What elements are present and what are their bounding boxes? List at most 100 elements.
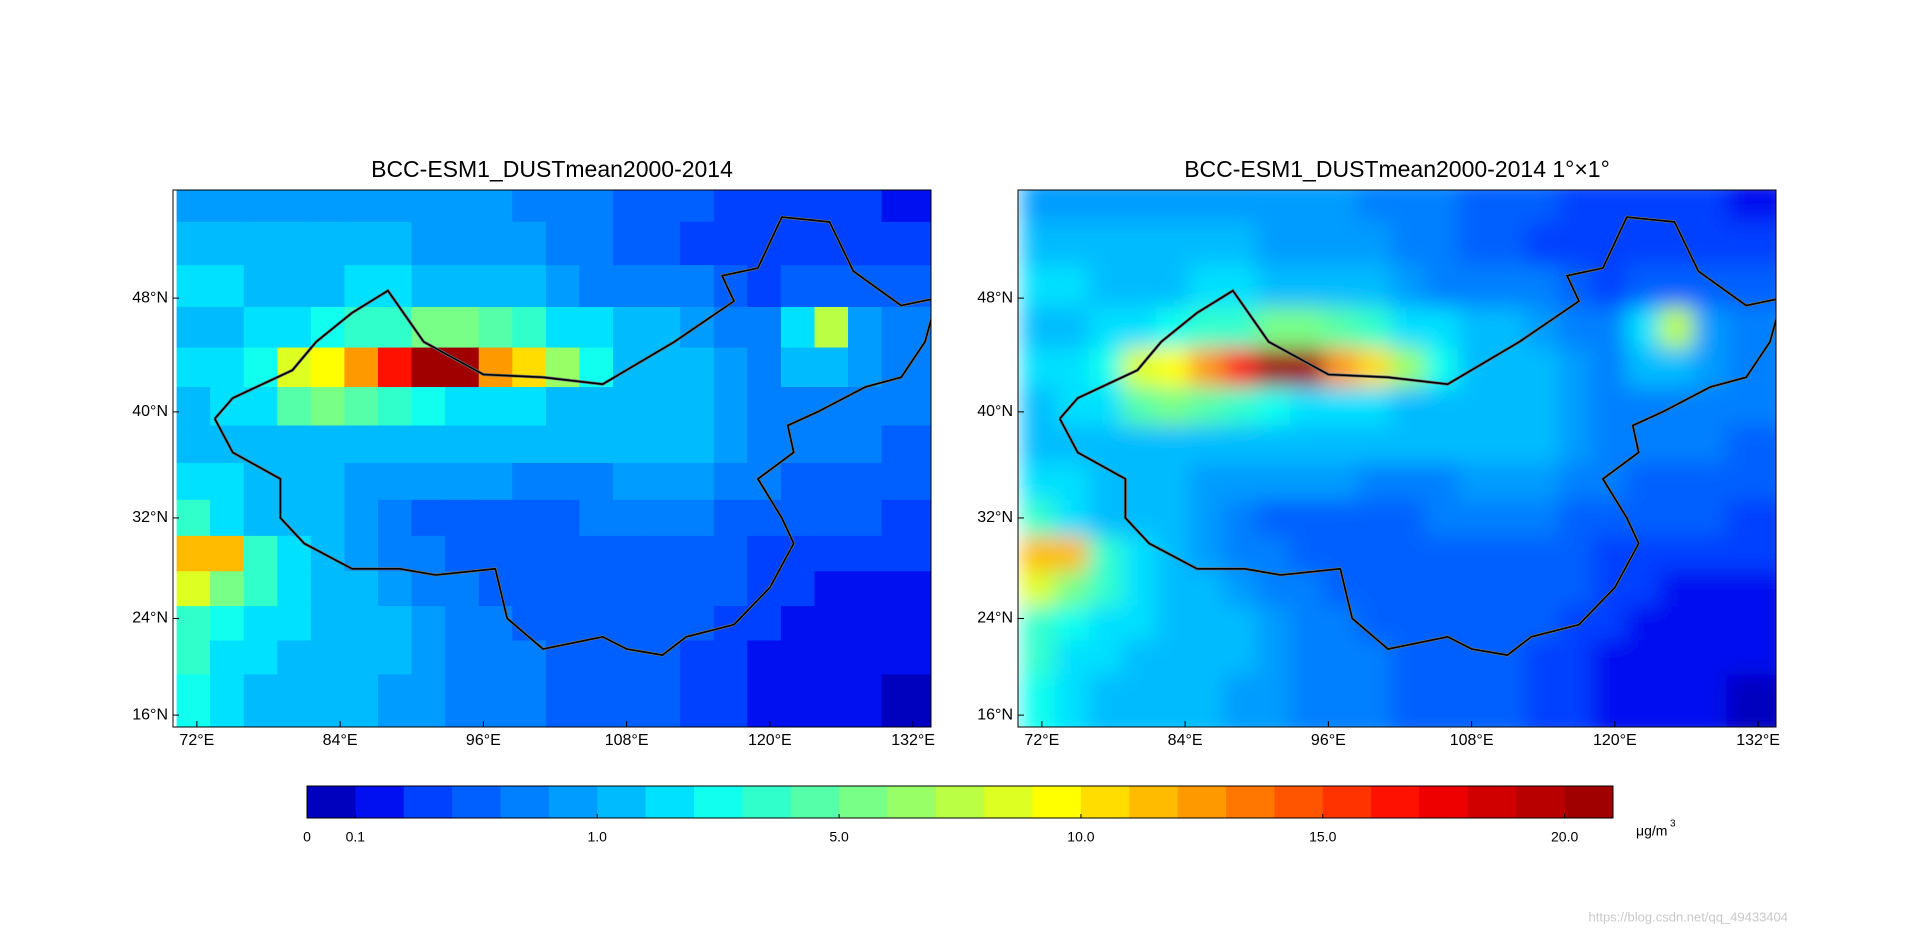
- grid-cell: [1021, 606, 1056, 642]
- grid-cell: [1760, 387, 1776, 427]
- grid-cell: [1458, 463, 1493, 501]
- grid-cell: [277, 463, 312, 501]
- grid-cell: [1390, 535, 1426, 572]
- grid-cell: [545, 535, 581, 572]
- grid-cell: [1290, 306, 1325, 349]
- grid-cell: [1390, 499, 1426, 537]
- grid-cell: [1021, 499, 1056, 537]
- grid-cell: [176, 606, 211, 642]
- grid-cell: [747, 606, 782, 642]
- grid-cell: [310, 265, 346, 308]
- grid-cell: [243, 606, 278, 642]
- grid-cell: [378, 306, 413, 349]
- grid-cell: [1290, 535, 1325, 572]
- grid-cell: [915, 640, 931, 676]
- grid-cell: [1223, 387, 1258, 427]
- grid-cell: [780, 265, 816, 308]
- grid-cell: [176, 347, 211, 388]
- grid-cell: [378, 674, 413, 709]
- grid-cell: [881, 707, 916, 727]
- grid-cell: [1290, 221, 1325, 266]
- grid-cell: [1122, 640, 1157, 676]
- grid-cell: [210, 190, 245, 223]
- grid-cell: [1088, 535, 1123, 572]
- grid-cell: [176, 387, 211, 427]
- grid-cell: [277, 387, 312, 427]
- grid-cell: [1558, 425, 1593, 464]
- grid-cell: [1021, 640, 1056, 676]
- grid-cell: [1357, 190, 1392, 223]
- grid-cell: [1055, 707, 1090, 727]
- grid-cell: [1055, 499, 1090, 537]
- grid-cell: [713, 347, 748, 388]
- grid-cell: [1424, 535, 1459, 572]
- grid-cell: [1323, 640, 1358, 676]
- grid-cell: [277, 571, 312, 607]
- grid-cell: [210, 571, 245, 607]
- grid-cell: [1122, 606, 1157, 642]
- grid-cell: [1290, 387, 1325, 427]
- colorbar-segment: [693, 786, 743, 818]
- grid-cell: [1625, 265, 1661, 308]
- grid-cell: [1592, 190, 1627, 223]
- grid-cell: [1357, 499, 1392, 537]
- grid-cell: [814, 347, 849, 388]
- grid-cell: [210, 707, 245, 727]
- grid-cell: [512, 535, 547, 572]
- grid-cell: [445, 306, 480, 349]
- grid-cell: [1625, 190, 1661, 223]
- grid-cell: [814, 674, 849, 709]
- grid-cell: [1189, 463, 1224, 501]
- frame: [172, 189, 932, 728]
- grid-cell: [1525, 571, 1560, 607]
- grid-cell: [1491, 463, 1526, 501]
- grid-cell: [1458, 425, 1493, 464]
- grid-cell: [848, 499, 883, 537]
- grid-cell: [545, 306, 581, 349]
- grid-cell: [1625, 535, 1661, 572]
- grid-cell: [1390, 425, 1426, 464]
- grid-cell: [344, 347, 379, 388]
- grid-cell: [1659, 674, 1694, 709]
- frame: [1017, 189, 1777, 728]
- grid-cell: [747, 535, 782, 572]
- grid-cell: [1290, 499, 1325, 537]
- grid-cell: [1323, 707, 1358, 727]
- grid-cell: [881, 387, 916, 427]
- grid-cell: [1088, 265, 1123, 308]
- grid-cell: [1223, 190, 1258, 223]
- grid-cell: [1256, 347, 1291, 388]
- grid-cell: [1323, 347, 1358, 388]
- grid-cell: [1491, 221, 1526, 266]
- grid-cell: [478, 499, 513, 537]
- grid-cell: [915, 387, 931, 427]
- grid-cell: [1625, 221, 1661, 266]
- grid-cell: [1726, 571, 1761, 607]
- grid-cell: [747, 463, 782, 501]
- grid-cell: [881, 499, 916, 537]
- grid-cell: [1458, 265, 1493, 308]
- grid-cell: [1256, 306, 1291, 349]
- grid-cell: [378, 535, 413, 572]
- grid-cell: [579, 306, 614, 349]
- x-tick-label: 84°E: [323, 732, 358, 749]
- grid-cell: [1693, 674, 1728, 709]
- grid-cell: [411, 425, 446, 464]
- grid-cell: [310, 347, 346, 388]
- y-tick-label: 40°N: [977, 403, 1013, 420]
- grid-cell: [1155, 387, 1191, 427]
- grid-cell: [445, 425, 480, 464]
- grid-cell: [814, 425, 849, 464]
- grid-cell: [1625, 463, 1661, 501]
- grid-cell: [1189, 499, 1224, 537]
- grid-cell: [1155, 499, 1191, 537]
- grid-cell: [814, 707, 849, 727]
- grid-cell: [1726, 640, 1761, 676]
- grid-cell: [915, 571, 931, 607]
- grid-cell: [579, 640, 614, 676]
- grid-cell: [848, 606, 883, 642]
- grid-cell: [512, 265, 547, 308]
- grid-cell: [445, 606, 480, 642]
- grid-cell: [1458, 221, 1493, 266]
- grid-cell: [277, 606, 312, 642]
